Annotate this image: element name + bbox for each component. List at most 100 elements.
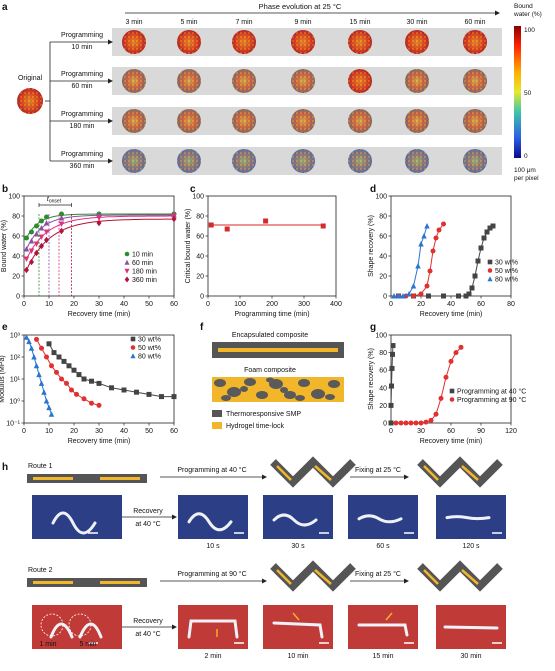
programming-label: Programming <box>61 111 103 118</box>
foam-pore <box>325 394 335 400</box>
photo-frame <box>32 495 122 539</box>
x-tick-label: 200 <box>266 301 278 308</box>
data-point <box>411 293 416 299</box>
colorbar-tick-50: 50 <box>524 90 532 97</box>
route2-fixing-label: Fixing at 25 °C <box>355 570 401 578</box>
data-point <box>71 367 77 373</box>
legend-smp-label: Thermoresponsive SMP <box>226 411 301 418</box>
phase-micrograph-texture <box>291 30 315 54</box>
branch-arrowhead <box>108 78 113 84</box>
route1-programming-label: Programming at 40 °C <box>177 466 246 474</box>
data-point <box>96 219 102 227</box>
phase-micrograph-texture <box>122 69 146 93</box>
data-point <box>423 419 429 425</box>
programming-time-label: 10 min <box>71 44 92 51</box>
panel-d-chart: d 0 20 40 60 80 0 20 40 60 80 100 Recovery time (mi… <box>368 184 518 318</box>
y-tick-label: 10⁻¹ <box>6 421 20 428</box>
foam-pore <box>227 387 241 397</box>
phase-micrograph-texture <box>348 149 372 173</box>
data-point <box>23 256 30 262</box>
recovery-arrowhead <box>172 514 177 520</box>
data-point <box>38 234 45 240</box>
x-axis-label: Recovery time (min) <box>420 438 483 445</box>
y-tick-label: 0 <box>383 294 387 301</box>
data-point <box>58 215 65 221</box>
data-point <box>208 222 214 228</box>
phase-rows: Programming 10 min Programming 60 min Progra… <box>61 28 502 175</box>
data-point <box>51 350 57 356</box>
panel-a: a Phase evolution at 25 °C 3 min 5 min 7 m… <box>2 2 542 182</box>
programming-label: Programming <box>61 151 103 158</box>
data-point <box>424 283 430 289</box>
data-point <box>36 371 42 378</box>
legend-label: Programming at 90 °C <box>457 396 526 404</box>
data-point <box>69 387 74 393</box>
phase-micrograph-texture <box>348 30 372 54</box>
foam-label: Foam composite <box>244 367 296 374</box>
data-point <box>426 293 431 299</box>
branch-arrowhead <box>108 118 113 124</box>
data-point <box>427 268 433 274</box>
phase-micrograph-texture <box>232 109 256 133</box>
phase-time-labels: 3 min 5 min 7 min 9 min 15 min 30 min 60 min <box>125 19 485 26</box>
hinge-time-label: 1 min <box>39 641 56 648</box>
x-tick-label: 20 <box>70 301 78 308</box>
phase-micrograph-texture <box>177 30 201 54</box>
foam-pore <box>295 395 305 401</box>
data-point <box>59 211 64 217</box>
data-point <box>43 398 50 404</box>
specimen-strip <box>272 513 318 527</box>
encapsulated-hydrogel <box>218 348 338 352</box>
foam-pore <box>240 386 248 392</box>
legend-label: 80 wt% <box>138 354 161 361</box>
phase-micrograph-texture <box>122 30 146 54</box>
y-tick-label: 100 <box>8 194 20 201</box>
data-point <box>76 372 82 378</box>
x-tick-label: 30 <box>417 428 425 435</box>
zigzag-gel <box>276 465 292 481</box>
data-point <box>81 376 87 382</box>
data-point <box>389 365 395 371</box>
data-point <box>59 227 64 235</box>
x-tick-label: 40 <box>120 428 128 435</box>
y-tick-label: 80 <box>12 214 20 221</box>
x-tick-label: 80 <box>507 301 515 308</box>
photo-time-label: 60 s <box>376 543 390 550</box>
data-point <box>171 215 177 223</box>
photo-time-label: 30 s <box>291 543 305 550</box>
zigzag-gel <box>461 465 479 481</box>
foam-pore <box>284 391 296 399</box>
data-point <box>56 354 62 360</box>
panel-b-chart: b 0 10 20 30 40 50 60 0 20 40 60 80 100 Recovery time… <box>1 184 178 318</box>
plot-frame <box>390 195 512 297</box>
route1-fixing-arrowhead <box>404 474 409 480</box>
phase-micrograph-texture <box>177 109 201 133</box>
phase-micrograph-texture <box>232 30 256 54</box>
data-point <box>449 388 455 394</box>
y-tick-label: 10² <box>10 355 21 362</box>
series-line <box>398 223 444 297</box>
panel-h: h Route 1 Programming at 40 °C Fixing at… <box>2 456 506 660</box>
x-tick-label: 40 <box>447 301 455 308</box>
phase-micrograph-texture <box>232 69 256 93</box>
photo-frame <box>178 495 248 539</box>
x-tick-label: 50 <box>145 301 153 308</box>
x-tick-label: 300 <box>298 301 310 308</box>
foam-pore <box>214 379 226 387</box>
photo-time-label: 120 s <box>462 543 480 550</box>
data-point <box>31 354 37 360</box>
hinge-arrow <box>292 612 300 621</box>
data-point <box>34 336 39 342</box>
route2-strip-gel-left <box>33 581 73 584</box>
data-point <box>46 341 52 347</box>
x-tick-label: 0 <box>206 301 210 308</box>
data-point <box>390 343 396 349</box>
data-point <box>436 227 442 233</box>
y-tick-label: 40 <box>12 254 20 261</box>
foam-pore <box>311 389 325 399</box>
data-point <box>263 218 269 224</box>
phase-time-label: 30 min <box>406 19 427 26</box>
colorbar-tick-100: 100 <box>524 27 535 34</box>
phase-micrograph-texture <box>463 30 487 54</box>
series-line <box>394 225 428 297</box>
